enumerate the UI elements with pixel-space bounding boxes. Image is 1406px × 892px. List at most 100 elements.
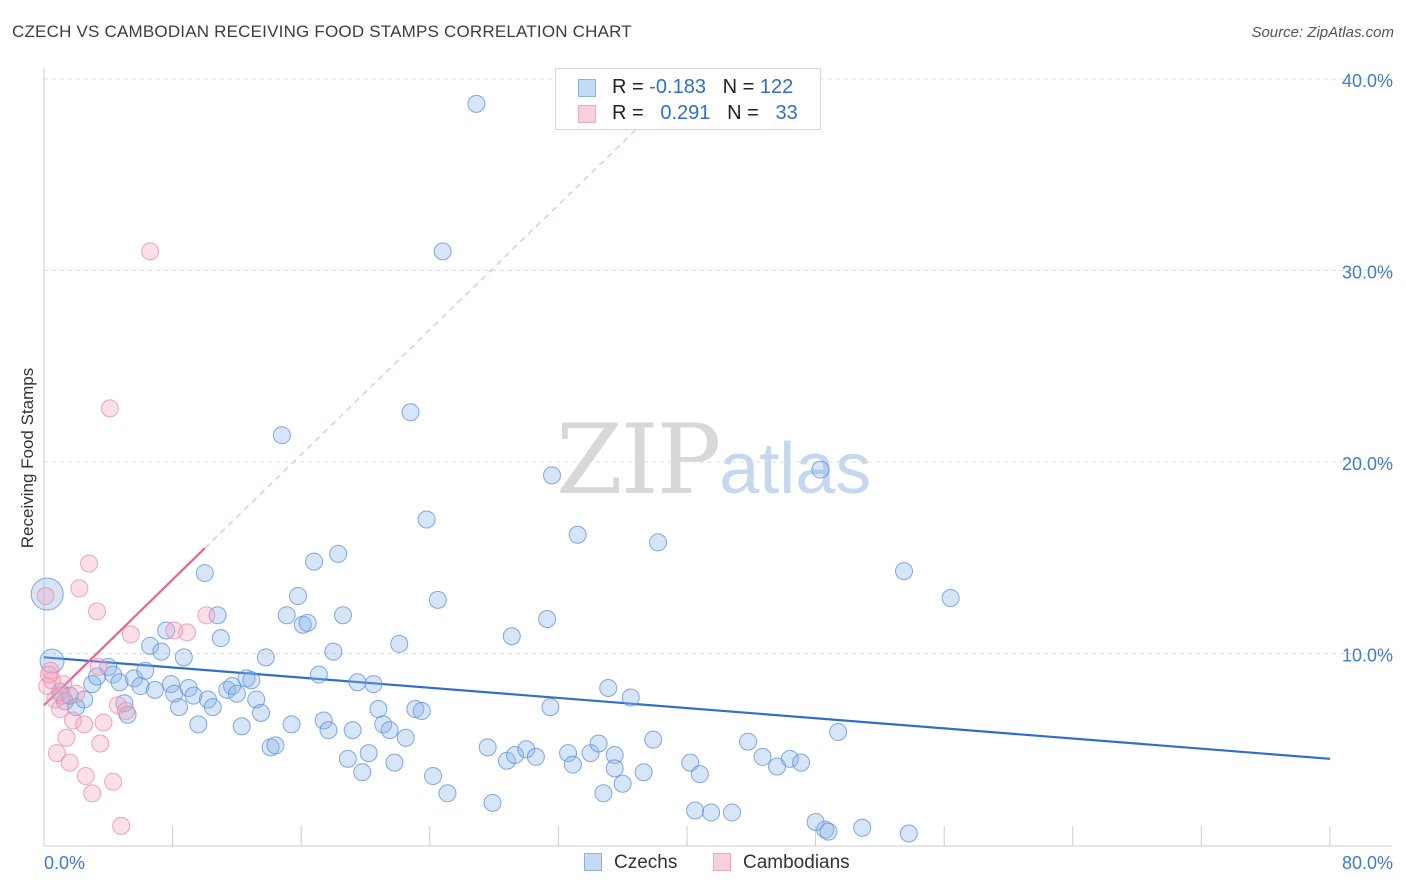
point-czechs-35 [227,684,246,703]
point-czechs-84 [526,747,545,766]
point-cambodians-1 [38,677,57,696]
point-czechs-115 [853,818,872,837]
axes [43,68,1392,847]
point-czechs-99 [649,533,668,552]
point-czechs-92 [594,784,613,803]
legend-n-value-czechs: 122 [759,76,794,98]
point-czechs-72 [417,510,436,529]
point-czechs-76 [438,784,457,803]
point-cambodians-18 [91,734,110,753]
legend-text-cambodians: R = 0.291 N = 33 [612,102,798,125]
point-czechs-82 [505,745,524,764]
point-czechs-62 [364,675,383,694]
point-czechs-79 [483,793,502,812]
point-czechs-96 [621,688,640,707]
point-czechs-23 [170,698,189,717]
point-cambodians-3 [43,671,62,690]
chart-title: CZECH VS CAMBODIAN RECEIVING FOOD STAMPS… [12,22,632,41]
point-czechs-118 [941,588,960,607]
legend-r-label-cambodians: R = [612,102,650,124]
point-czechs-109 [792,753,811,772]
point-czechs-41 [256,648,275,667]
y-tick-label-0: 10.0% [1342,646,1393,666]
point-czechs-75 [433,242,452,261]
point-czechs-71 [412,701,431,720]
point-czechs-30 [203,698,222,717]
point-czechs-94 [605,745,624,764]
point-czechs-40 [252,703,271,722]
series-label-cambodians: Cambodians [743,852,850,873]
point-czechs-78 [478,738,497,757]
point-czechs-50 [305,552,324,571]
point-cambodians-30 [39,665,58,684]
point-czechs-83 [517,740,536,759]
series-swatch-cambodians [713,853,731,871]
point-czechs-38 [242,671,261,690]
point-czechs-55 [329,544,348,563]
point-czechs-57 [338,749,357,768]
series-label-czechs: Czechs [614,852,678,873]
point-czechs-21 [161,675,180,694]
watermark-zip: ZIP [556,404,721,516]
legend-n-label-czechs: N = [722,76,760,98]
point-czechs-93 [599,678,618,697]
point-czechs-66 [385,753,404,772]
point-czechs-68 [396,728,415,747]
point-czechs-61 [359,744,378,763]
legend-r-label-czechs: R = [612,76,650,98]
legend-n-label-cambodians: N = [727,102,765,124]
trend-line-czechs [43,656,1331,760]
point-cambodians-13 [75,715,94,734]
legend-r-value-czechs: -0.183 [649,76,706,98]
point-czechs-86 [542,466,561,485]
point-czechs-46 [282,715,301,734]
point-czechs-10 [104,665,123,684]
point-czechs-12 [115,694,134,713]
point-cambodians-7 [54,675,73,694]
point-czechs-17 [141,636,160,655]
point-czechs-101 [690,765,709,784]
point-czechs-67 [390,634,409,653]
point-czechs-24 [174,648,193,667]
point-czechs-89 [568,525,587,544]
point-czechs-97 [634,763,653,782]
point-cambodians-23 [112,816,131,835]
point-cambodians-24 [116,701,135,720]
point-czechs-108 [780,749,799,768]
point-czechs-85 [538,610,557,629]
point-czechs-112 [816,820,835,839]
legend-swatch-cambodians [578,105,596,123]
point-czechs-49 [298,613,317,632]
point-czechs-45 [277,606,296,625]
point-cambodians-16 [83,784,102,803]
point-czechs-73 [424,767,443,786]
point-czechs-60 [353,763,372,782]
point-czechs-119 [541,698,560,717]
point-czechs-59 [348,673,367,692]
point-cambodians-17 [88,602,107,621]
point-czechs-32 [211,629,230,648]
point-cambodians-6 [51,700,70,719]
point-czechs-18 [145,680,164,699]
point-czechs-87 [559,744,578,763]
x-tick-label-1: 80.0% [1342,853,1393,873]
point-cambodians-5 [47,744,66,763]
point-czechs-51 [309,665,328,684]
point-cambodians-9 [60,753,79,772]
point-czechs-116 [895,562,914,581]
y-tick-label-1: 20.0% [1342,454,1393,474]
point-czechs-44 [272,426,291,445]
point-czechs-88 [563,755,582,774]
legend-swatch-czechs [578,79,596,97]
x-tick-label-0: 0.0% [44,853,85,873]
legend-text-czechs: R = -0.183 N = 122 [612,76,793,99]
trend-line-cambodians [43,547,206,706]
point-czechs-98 [644,730,663,749]
grid-lines [44,78,1392,654]
point-czechs-56 [333,606,352,625]
point-czechs-43 [266,736,285,755]
point-cambodians-8 [57,728,76,747]
point-czechs-91 [589,734,608,753]
point-czechs-105 [739,732,758,751]
